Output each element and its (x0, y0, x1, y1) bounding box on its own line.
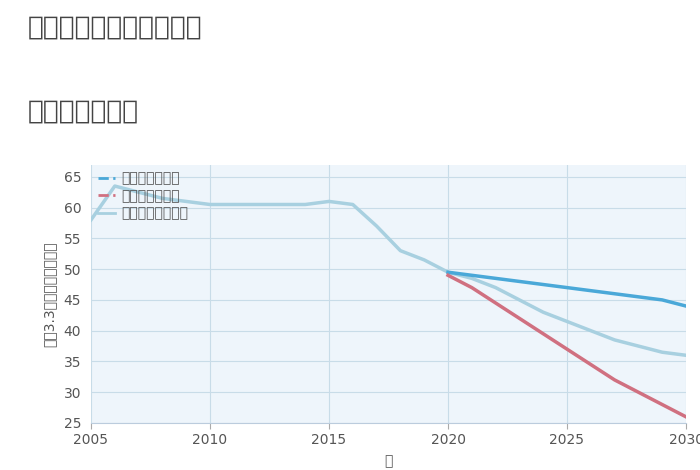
ノーマルシナリオ (349, 202, 357, 207)
Legend: グッドシナリオ, バッドシナリオ, ノーマルシナリオ: グッドシナリオ, バッドシナリオ, ノーマルシナリオ (98, 172, 188, 220)
グッドシナリオ (491, 275, 500, 281)
Line: ノーマルシナリオ: ノーマルシナリオ (91, 186, 686, 355)
グッドシナリオ (682, 303, 690, 309)
グッドシナリオ (563, 285, 571, 290)
バッドシナリオ (587, 362, 595, 368)
Y-axis label: 坪（3.3㎡）単価（万円）: 坪（3.3㎡）単価（万円） (43, 241, 57, 346)
バッドシナリオ (539, 331, 547, 337)
X-axis label: 年: 年 (384, 454, 393, 469)
バッドシナリオ (515, 315, 524, 321)
グッドシナリオ (539, 282, 547, 287)
グッドシナリオ (634, 294, 643, 300)
ノーマルシナリオ (277, 202, 286, 207)
ノーマルシナリオ (658, 349, 666, 355)
ノーマルシナリオ (587, 328, 595, 334)
バッドシナリオ (563, 346, 571, 352)
バッドシナリオ (468, 285, 476, 290)
ノーマルシナリオ (87, 217, 95, 223)
バッドシナリオ (610, 377, 619, 383)
ノーマルシナリオ (253, 202, 262, 207)
グッドシナリオ (515, 279, 524, 284)
バッドシナリオ (682, 414, 690, 420)
グッドシナリオ (587, 288, 595, 293)
ノーマルシナリオ (420, 257, 428, 263)
ノーマルシナリオ (491, 285, 500, 290)
Text: 大阪府岸和田市河合町の: 大阪府岸和田市河合町の (28, 14, 202, 40)
ノーマルシナリオ (515, 297, 524, 303)
Line: バッドシナリオ: バッドシナリオ (448, 275, 686, 417)
ノーマルシナリオ (182, 199, 190, 204)
バッドシナリオ (658, 402, 666, 407)
ノーマルシナリオ (396, 248, 405, 253)
ノーマルシナリオ (134, 189, 143, 195)
バッドシナリオ (444, 273, 452, 278)
ノーマルシナリオ (682, 352, 690, 358)
ノーマルシナリオ (206, 202, 214, 207)
ノーマルシナリオ (301, 202, 309, 207)
グッドシナリオ (444, 269, 452, 275)
ノーマルシナリオ (158, 196, 167, 201)
ノーマルシナリオ (539, 309, 547, 315)
ノーマルシナリオ (325, 199, 333, 204)
ノーマルシナリオ (610, 337, 619, 343)
ノーマルシナリオ (230, 202, 238, 207)
バッドシナリオ (634, 390, 643, 395)
ノーマルシナリオ (563, 319, 571, 324)
グッドシナリオ (468, 273, 476, 278)
Line: グッドシナリオ: グッドシナリオ (448, 272, 686, 306)
ノーマルシナリオ (634, 343, 643, 349)
Text: 土地の価格推移: 土地の価格推移 (28, 99, 139, 125)
ノーマルシナリオ (372, 223, 381, 229)
ノーマルシナリオ (444, 269, 452, 275)
グッドシナリオ (658, 297, 666, 303)
ノーマルシナリオ (111, 183, 119, 189)
ノーマルシナリオ (468, 275, 476, 281)
グッドシナリオ (610, 291, 619, 297)
バッドシナリオ (491, 300, 500, 306)
